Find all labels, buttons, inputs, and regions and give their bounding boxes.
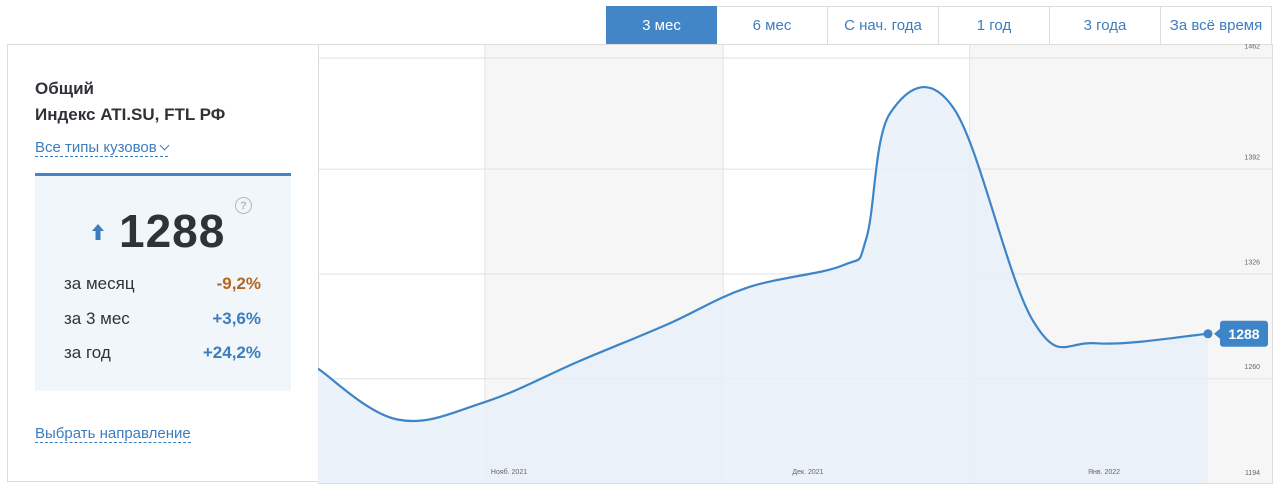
body-types-label: Все типы кузовов [35,139,157,156]
tab-5[interactable]: За всё время [1161,6,1272,45]
body-types-dropdown[interactable]: Все типы кузовов [35,139,170,157]
last-value-label: 1288 [1228,326,1259,342]
tab-2[interactable]: С нач. года [828,6,939,45]
tab-4[interactable]: 3 года [1050,6,1161,45]
y-tick-label: 1462 [1244,44,1260,51]
last-value-badge [1220,320,1268,347]
chart-svg: 1462 1392 1326 1260 1194 Нояб. 2021 Дек. 2021 Я… [317,44,1273,484]
index-title-name: Индекс ATI.SU, FTL РФ [35,105,226,124]
choose-direction-link[interactable]: Выбрать направление [35,425,191,443]
area-fill [318,87,1208,483]
x-month-label: Нояб. 2021 [491,468,527,476]
period-tabs: 3 мес 6 мес С нач. года 1 год 3 года За всё в… [606,6,1272,45]
last-value-badge-pointer [1214,328,1220,339]
y-tick-label: 1260 [1244,364,1260,371]
change-row-value: +24,2% [202,343,261,362]
change-row-value: -9,2% [216,274,261,293]
index-chart: 1462 1392 1326 1260 1194 Нояб. 2021 Дек. 2021 Я… [317,44,1273,484]
tab-1[interactable]: 6 мес [717,6,828,45]
tab-3[interactable]: 1 год [939,6,1050,45]
y-tick-label: 1326 [1244,259,1260,266]
x-month-label: Дек. 2021 [792,469,823,476]
x-month-label: Янв. 2022 [1088,469,1120,476]
index-title-category: Общий [35,79,94,98]
change-row-label: за месяц [64,274,135,293]
series-line [317,86,1209,423]
index-value: 1288 [119,205,226,257]
tab-0[interactable]: 3 мес [606,6,717,45]
arrow-up-icon [92,224,104,240]
chevron-down-icon [159,140,170,151]
y-tick-label: 1194 [1245,470,1260,477]
change-row-value: +3,6% [212,309,261,328]
change-row: за год +24,2% [64,343,261,363]
data-point [1203,329,1213,339]
index-stats-box: 1288 ? за месяц -9,2% за 3 мес +3,6% за год +… [35,173,291,391]
change-row: за месяц -9,2% [64,274,261,294]
y-tick-label: 1392 [1244,155,1260,162]
help-icon[interactable]: ? [235,197,252,214]
change-row: за 3 мес +3,6% [64,309,261,329]
change-row-label: за 3 мес [64,309,130,328]
index-panel: Общий Индекс ATI.SU, FTL РФ Все типы куз… [7,44,318,482]
change-row-label: за год [64,343,111,362]
